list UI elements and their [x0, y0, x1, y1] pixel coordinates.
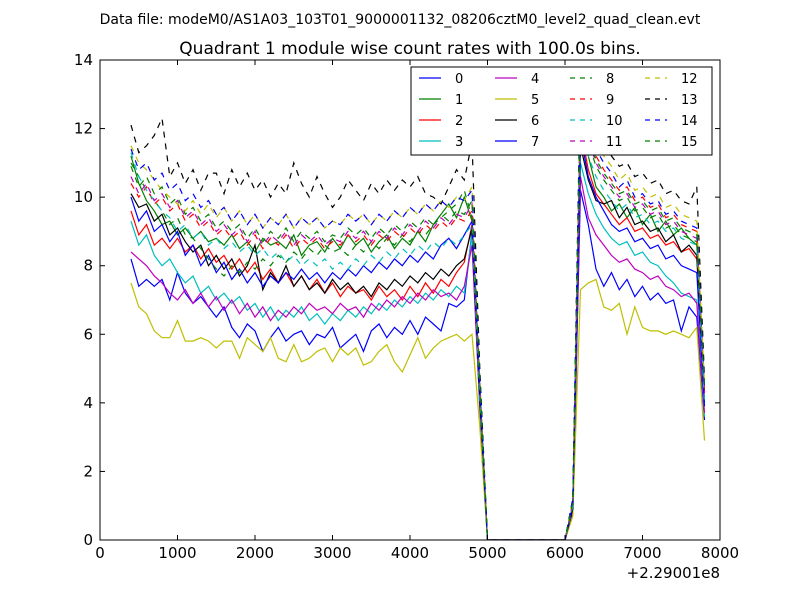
series-line-15: [130, 97, 706, 540]
legend-label-11: 11: [606, 135, 623, 150]
plot-frame: [99, 59, 721, 541]
y-tick-label: 0: [83, 531, 93, 549]
legend-label-15: 15: [681, 135, 698, 150]
legend-label-6: 6: [531, 114, 539, 129]
data-file-label: Data file: modeM0/AS1A03_103T01_90000011…: [100, 12, 701, 28]
legend-label-14: 14: [681, 114, 698, 129]
legend-label-2: 2: [455, 114, 463, 129]
series-line-14: [130, 87, 706, 540]
series-line-7: [130, 135, 706, 540]
legend-label-12: 12: [681, 72, 698, 87]
series-line-12: [130, 80, 706, 540]
legend-label-9: 9: [606, 93, 614, 108]
x-tick-label: 6000: [546, 544, 584, 562]
series-line-1: [130, 114, 706, 540]
series-line-13: [130, 70, 706, 540]
x-offset-label: +2.29001e8: [627, 564, 720, 582]
x-tick-label: 1000: [158, 544, 196, 562]
legend-label-8: 8: [606, 72, 614, 87]
series-line-8: [130, 107, 706, 540]
series-layer: [130, 70, 706, 540]
series-line-10: [130, 121, 706, 540]
y-tick-label: 6: [83, 325, 93, 343]
series-line-5: [130, 278, 706, 540]
x-tick-label: 5000: [468, 544, 506, 562]
y-tick-label: 8: [83, 257, 93, 275]
series-line-3: [130, 162, 706, 540]
chart-title: Quadrant 1 module wise count rates with …: [179, 39, 640, 59]
legend-label-1: 1: [455, 93, 463, 108]
series-line-2: [130, 128, 706, 540]
x-tick-label: 0: [95, 544, 105, 562]
series-line-9: [130, 94, 706, 540]
x-tick-label: 8000: [701, 544, 739, 562]
y-tick-label: 2: [83, 462, 93, 480]
legend-label-13: 13: [681, 93, 698, 108]
series-line-0: [130, 190, 706, 540]
legend-label-5: 5: [531, 93, 539, 108]
legend-label-7: 7: [531, 135, 539, 150]
legend-label-10: 10: [606, 114, 623, 129]
series-line-6: [130, 145, 706, 540]
legend-label-0: 0: [455, 72, 463, 87]
x-tick-label: 7000: [623, 544, 661, 562]
series-line-4: [130, 176, 706, 540]
series-line-11: [130, 104, 706, 540]
x-tick-label: 3000: [313, 544, 351, 562]
y-tick-label: 12: [74, 120, 93, 138]
x-tick-label: 4000: [391, 544, 429, 562]
y-tick-label: 10: [74, 188, 93, 206]
y-tick-label: 4: [83, 394, 93, 412]
axis-ticks: 0 1000 2000 3000 4000 5000 6000 7000 80000246810…: [74, 51, 739, 562]
legend-label-3: 3: [455, 135, 463, 150]
legend-label-4: 4: [531, 72, 539, 87]
y-tick-label: 14: [74, 51, 93, 69]
legend-box: [410, 66, 713, 156]
x-tick-label: 2000: [236, 544, 274, 562]
